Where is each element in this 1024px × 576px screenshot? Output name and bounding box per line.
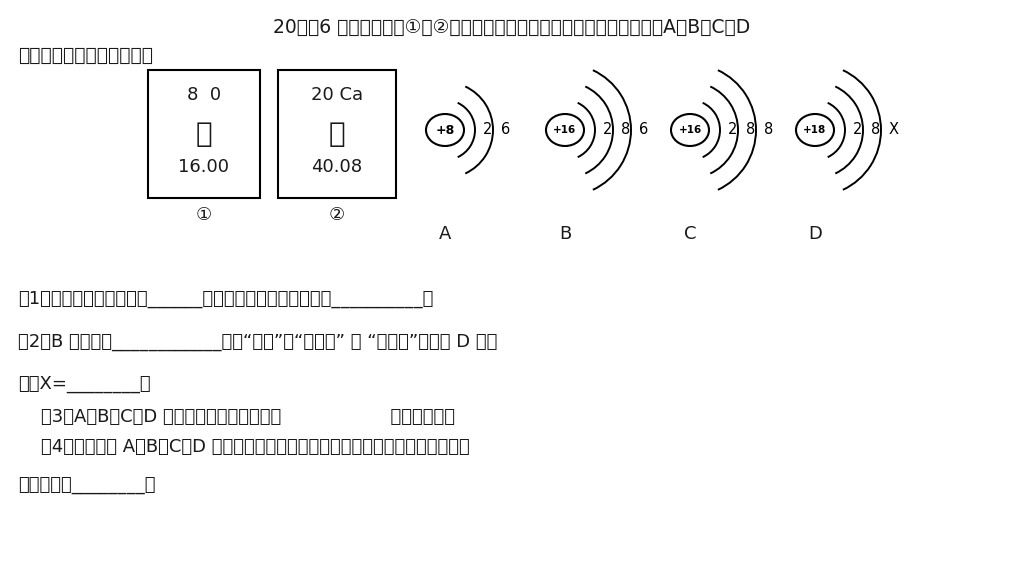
Text: A: A: [439, 225, 452, 243]
Text: 是四种粒子的结构示意图。: 是四种粒子的结构示意图。: [18, 46, 153, 65]
Bar: [278, 70, 396, 198]
Text: 20 Ca: 20 Ca: [311, 86, 364, 104]
Text: 8: 8: [746, 123, 756, 138]
Text: 8: 8: [871, 123, 881, 138]
Text: 氧: 氧: [196, 120, 212, 148]
Text: 2: 2: [603, 123, 612, 138]
Text: （3）A、B、C、D 中属于同种元素的粒子是                   （填序号）。: （3）A、B、C、D 中属于同种元素的粒子是 （填序号）。: [18, 408, 455, 426]
Text: 8  0: 8 0: [187, 86, 221, 104]
Text: （2）B 粒子属于____________（填“原子”、“阴离子” 或 “阳离子”）；若 D 为原: （2）B 粒子属于____________（填“原子”、“阴离子” 或 “阳离子…: [18, 333, 498, 351]
Text: 40.08: 40.08: [311, 158, 362, 176]
Text: X: X: [889, 123, 899, 138]
Text: 20．（6 分）下图中的①、②是氧元素、馒元素在元素周期表中的信息，A、B、C、D: 20．（6 分）下图中的①、②是氧元素、馒元素在元素周期表中的信息，A、B、C、…: [273, 18, 751, 37]
Text: 2: 2: [483, 123, 493, 138]
Text: 其化学式是________。: 其化学式是________。: [18, 476, 156, 494]
Text: （1）氧元素的原子序数为______，馒元素的相对原子质量为__________；: （1）氧元素的原子序数为______，馒元素的相对原子质量为__________…: [18, 290, 433, 308]
Text: D: D: [808, 225, 822, 243]
Text: 2: 2: [728, 123, 737, 138]
Text: 子，X=________。: 子，X=________。: [18, 375, 151, 393]
Text: （4）馒元素与 A、B、C、D 四种离子中的其中一种元素形成的化合物可做干燥剂，: （4）馒元素与 A、B、C、D 四种离子中的其中一种元素形成的化合物可做干燥剂，: [18, 438, 470, 456]
Text: +16: +16: [678, 125, 701, 135]
Text: 8: 8: [621, 123, 630, 138]
Text: +8: +8: [435, 123, 455, 137]
Text: B: B: [559, 225, 571, 243]
Text: 馒: 馒: [329, 120, 345, 148]
Text: ②: ②: [329, 206, 345, 224]
Text: C: C: [684, 225, 696, 243]
Text: 6: 6: [639, 123, 648, 138]
Text: 8: 8: [764, 123, 773, 138]
Text: 2: 2: [853, 123, 862, 138]
Text: ①: ①: [196, 206, 212, 224]
Bar: [148, 70, 260, 198]
Text: +16: +16: [553, 125, 577, 135]
Text: +18: +18: [804, 125, 826, 135]
Text: 6: 6: [501, 123, 510, 138]
Text: 16.00: 16.00: [178, 158, 229, 176]
